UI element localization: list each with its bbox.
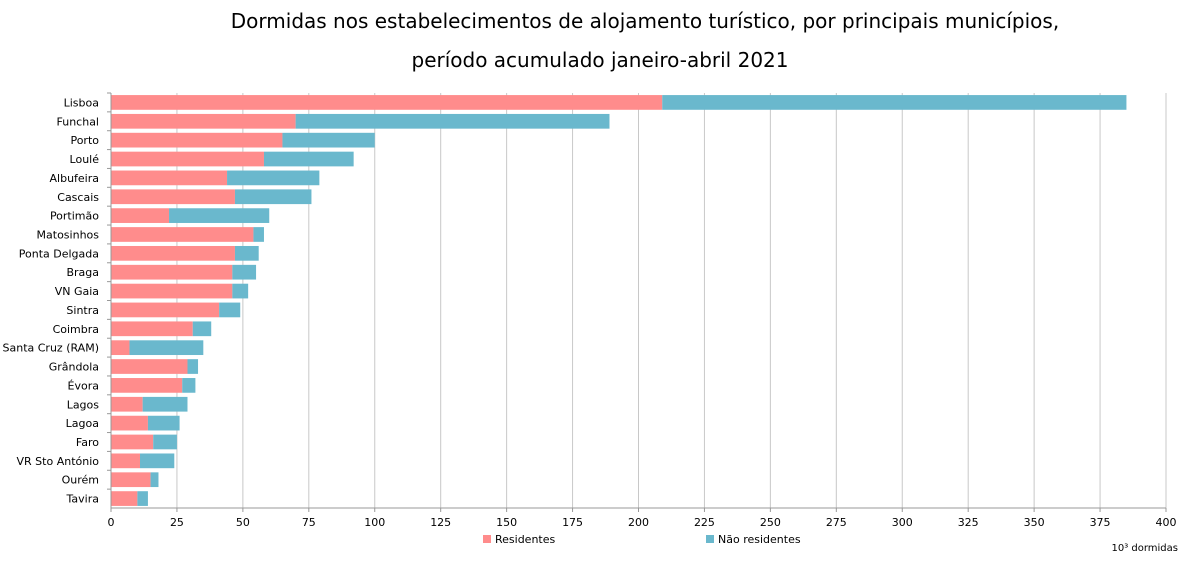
bar-segment <box>140 453 175 469</box>
category-label: Lagos <box>67 398 100 411</box>
category-label: Sintra <box>66 304 99 317</box>
bar-segment <box>111 415 148 431</box>
bar-segment <box>111 378 183 393</box>
category-label: Santa Cruz (RAM) <box>3 342 100 355</box>
category-label: Tavira <box>66 493 99 506</box>
bar-segment <box>192 321 212 337</box>
bar-segment <box>111 208 170 223</box>
bar-segment <box>142 396 188 412</box>
category-label: Faro <box>76 436 99 449</box>
x-tick-label: 50 <box>236 516 250 529</box>
bar-segment <box>111 453 141 469</box>
bar-segment <box>111 283 233 299</box>
bar-segment <box>111 170 228 186</box>
bar-segment <box>295 113 610 129</box>
bar-segment <box>111 340 130 356</box>
category-label: Coimbra <box>53 323 99 336</box>
gridlines <box>176 93 1167 508</box>
bar-segment <box>227 170 320 186</box>
bar-segment <box>150 472 159 488</box>
legend-swatch <box>483 535 491 543</box>
bar-segment <box>111 151 264 167</box>
bar-segment <box>282 132 375 148</box>
chart-title-line2: período acumulado janeiro-abril 2021 <box>412 48 789 72</box>
category-label: Porto <box>70 134 99 147</box>
category-label: Ourém <box>62 474 99 487</box>
category-label: Braga <box>66 266 99 279</box>
bar-segment <box>111 264 233 280</box>
bar-segment <box>111 491 138 506</box>
bar-segment <box>187 359 199 374</box>
x-tick-label: 375 <box>1090 516 1111 529</box>
x-tick-label: 325 <box>958 516 979 529</box>
category-label: Ponta Delgada <box>19 247 99 260</box>
bar-segment <box>253 227 264 242</box>
category-label: Évora <box>68 379 99 392</box>
category-label: Albufeira <box>50 172 100 185</box>
chart-title-line1: Dormidas nos estabelecimentos de alojame… <box>231 9 1059 33</box>
bar-segment <box>219 302 241 318</box>
x-tick-label: 0 <box>108 516 115 529</box>
bar-segment <box>234 189 312 205</box>
x-tick-label: 25 <box>170 516 184 529</box>
bar-segment <box>662 95 1127 110</box>
category-label: Lagoa <box>66 417 99 430</box>
bar-segment <box>111 227 254 242</box>
x-tick-label: 100 <box>364 516 385 529</box>
category-label: Matosinhos <box>37 228 100 241</box>
bar-segment <box>137 491 148 506</box>
category-label: Loulé <box>70 153 100 166</box>
legend-label: Não residentes <box>718 533 801 546</box>
bar-segment <box>147 415 180 431</box>
bar-segment <box>111 321 193 337</box>
x-tick-label: 200 <box>628 516 649 529</box>
x-tick-label: 250 <box>760 516 781 529</box>
bar-segment <box>169 208 270 223</box>
bar-segment <box>263 151 354 167</box>
category-label: Funchal <box>57 115 100 128</box>
category-label: Grândola <box>49 361 99 374</box>
category-label: Cascais <box>57 191 99 204</box>
category-label: Portimão <box>50 210 99 223</box>
x-tick-label: 275 <box>826 516 847 529</box>
legend: Residentes Não residentes <box>483 533 801 546</box>
x-tick-label: 150 <box>496 516 517 529</box>
bar-segment <box>111 132 283 148</box>
x-tick-label: 225 <box>694 516 715 529</box>
legend-label: Residentes <box>495 533 556 546</box>
category-label: VN Gaia <box>55 285 99 298</box>
bar-segment <box>129 340 204 356</box>
bar-segment <box>234 245 259 261</box>
bar-segment <box>153 434 177 450</box>
bar-segment <box>182 378 196 393</box>
bar-segment <box>111 113 296 129</box>
bar-segment <box>111 434 154 450</box>
x-tick-label: 400 <box>1156 516 1177 529</box>
bar-segment <box>111 245 235 261</box>
legend-swatch <box>706 535 714 543</box>
x-tick-label: 300 <box>892 516 913 529</box>
unit-label: 10³ dormidas <box>1111 543 1178 554</box>
bar-segment <box>111 359 188 374</box>
bar-segment <box>111 472 151 488</box>
axes: 0 25 50 75 100 125 150 175 200 225 250 275 300 325 350… <box>3 92 1177 529</box>
bar-segment <box>111 302 220 318</box>
x-tick-label: 350 <box>1024 516 1045 529</box>
bar-segment <box>111 396 143 412</box>
bars <box>111 95 1127 506</box>
x-tick-label: 175 <box>562 516 583 529</box>
bar-segment <box>111 189 235 205</box>
bar-segment <box>111 95 663 110</box>
bar-segment <box>232 264 257 280</box>
x-tick-label: 125 <box>430 516 451 529</box>
category-label: VR Sto António <box>17 455 100 468</box>
x-tick-label: 75 <box>302 516 316 529</box>
bar-segment <box>232 283 249 299</box>
category-label: Lisboa <box>64 96 99 109</box>
